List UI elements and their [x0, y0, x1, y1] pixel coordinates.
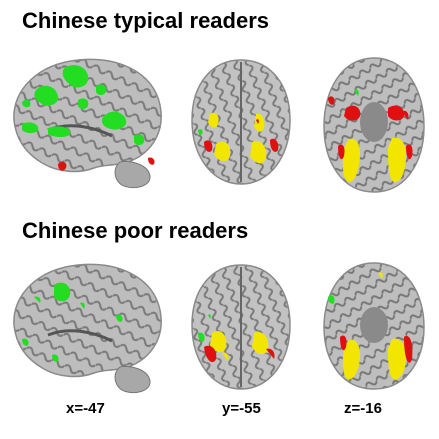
- sagittal-slice-poor: [8, 255, 168, 395]
- heading-poor-readers: Chinese poor readers: [22, 218, 249, 243]
- axial-slice-poor: [318, 255, 430, 395]
- coordinate-label-coronal: y=-55: [222, 400, 261, 417]
- brain-row-poor-readers: [0, 255, 439, 415]
- coordinate-label-axial: z=-16: [344, 400, 382, 417]
- heading-typical-readers: Chinese typical readers: [22, 8, 270, 33]
- coordinate-label-sagittal: x=-47: [66, 400, 105, 417]
- sagittal-slice-typical: [8, 50, 168, 190]
- coronal-slice-typical: [186, 50, 296, 190]
- brain-row-typical-readers: [0, 50, 439, 210]
- coronal-slice-poor: [186, 255, 296, 395]
- axial-slice-typical: [318, 50, 430, 200]
